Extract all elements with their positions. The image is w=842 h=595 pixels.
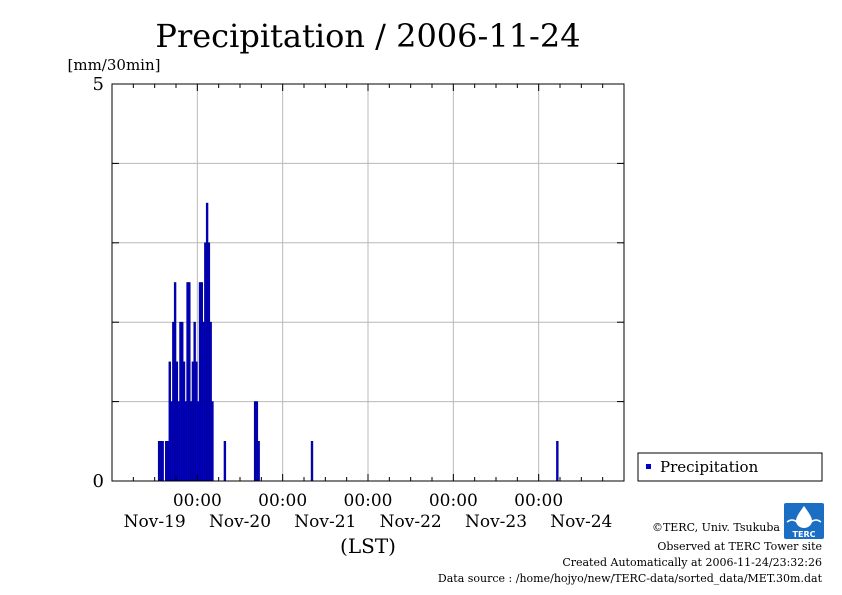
x-axis-label: (LST) [340, 534, 396, 558]
y-tick-label: 5 [93, 74, 104, 95]
water-drop-icon [796, 506, 812, 528]
x-time-tick-label: 00:00 [344, 491, 393, 511]
legend-box [637, 452, 823, 482]
y-axis-unit-label: [mm/30min] [68, 56, 161, 74]
precipitation-bar [223, 440, 227, 482]
credit-text: ©TERC, Univ. Tsukuba [652, 521, 780, 534]
created-text: Created Automatically at 2006-11-24/23:3… [562, 556, 822, 569]
axis-ticks [111, 83, 625, 482]
precipitation-bars [157, 202, 559, 482]
precipitation-bar [161, 440, 164, 482]
x-date-label: Nov-23 [465, 512, 527, 532]
wave-icon [786, 519, 822, 523]
observed-text: Observed at TERC Tower site [657, 540, 822, 553]
legend: Precipitation [637, 452, 823, 482]
x-time-tick-label: 00:00 [514, 491, 563, 511]
precipitation-bar [310, 440, 314, 482]
terc-logo-text: TERC [793, 530, 816, 539]
legend-swatch [646, 464, 651, 469]
x-time-tick-label: 00:00 [258, 491, 307, 511]
x-date-label: Nov-21 [294, 512, 356, 532]
data-source-text: Data source : /home/hojyo/new/TERC-data/… [438, 572, 823, 585]
x-time-tick-label: 00:00 [173, 491, 222, 511]
precipitation-bar [211, 401, 214, 482]
x-date-label: Nov-22 [380, 512, 442, 532]
x-date-label: Nov-19 [124, 512, 186, 532]
legend-label: Precipitation [660, 458, 759, 476]
x-date-label: Nov-24 [550, 512, 612, 532]
x-date-label: Nov-20 [209, 512, 271, 532]
x-time-tick-label: 00:00 [429, 491, 478, 511]
chart-title: Precipitation / 2006-11-24 [155, 17, 580, 55]
terc-logo: TERC [784, 503, 824, 539]
precipitation-bar [257, 440, 260, 482]
precipitation-bar [556, 440, 559, 482]
y-tick-label: 0 [93, 471, 104, 492]
